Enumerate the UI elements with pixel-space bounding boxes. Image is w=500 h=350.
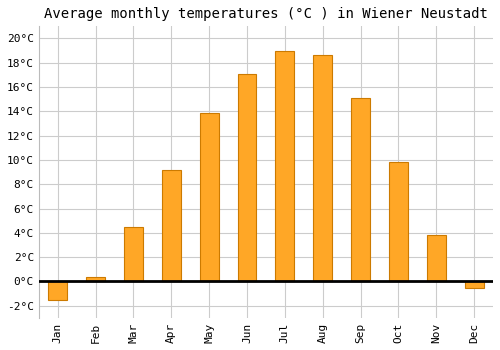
- Bar: [162, 170, 181, 281]
- Bar: [124, 227, 143, 281]
- Bar: [276, 51, 294, 281]
- Title: Average monthly temperatures (°C ) in Wiener Neustadt: Average monthly temperatures (°C ) in Wi…: [44, 7, 488, 21]
- Bar: [351, 98, 370, 281]
- Bar: [389, 162, 408, 281]
- Bar: [86, 276, 105, 281]
- Bar: [427, 235, 446, 281]
- Bar: [313, 55, 332, 281]
- Bar: [200, 113, 218, 281]
- Bar: [48, 281, 67, 300]
- Bar: [464, 281, 483, 288]
- Bar: [238, 74, 256, 281]
